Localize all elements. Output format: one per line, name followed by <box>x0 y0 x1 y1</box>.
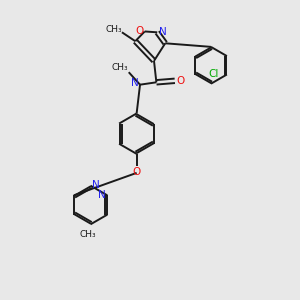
Text: CH₃: CH₃ <box>105 25 122 34</box>
Text: N: N <box>98 190 106 200</box>
Text: N: N <box>92 180 100 190</box>
Text: O: O <box>176 76 184 86</box>
Text: O: O <box>135 26 143 36</box>
Text: CH₃: CH₃ <box>112 63 128 72</box>
Text: O: O <box>132 167 140 177</box>
Text: N: N <box>131 78 139 88</box>
Text: CH₃: CH₃ <box>79 230 96 239</box>
Text: Cl: Cl <box>209 69 219 79</box>
Text: N: N <box>159 27 167 37</box>
